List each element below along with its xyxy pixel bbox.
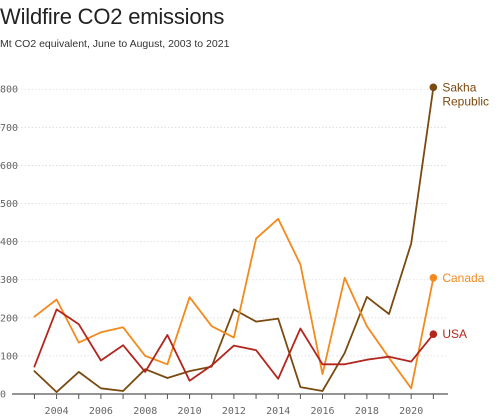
y-tick-label: 100 bbox=[0, 351, 18, 362]
x-tick-label: 2006 bbox=[89, 406, 113, 417]
x-tick-label: 2016 bbox=[310, 406, 334, 417]
series-label-sakha-republic: Sakha Republic bbox=[442, 80, 489, 108]
x-tick-label: 2014 bbox=[266, 406, 290, 417]
x-tick-label: 2018 bbox=[355, 406, 379, 417]
y-tick-label: 200 bbox=[0, 313, 18, 324]
chart-title: Wildfire CO2 emissions bbox=[0, 4, 225, 29]
y-tick-label: 400 bbox=[0, 237, 18, 248]
y-tick-label: 800 bbox=[0, 85, 18, 96]
x-tick-label: 2008 bbox=[133, 406, 157, 417]
y-tick-label: 600 bbox=[0, 161, 18, 172]
y-axis-ticks: 0 100 200 300 400 500 600 700 800 bbox=[0, 85, 18, 401]
series-label-line: USA bbox=[442, 327, 467, 341]
y-tick-label: 0 bbox=[0, 390, 6, 401]
chart-subtitle: Mt CO2 equivalent, June to August, 2003 … bbox=[0, 38, 230, 50]
y-tick-label: 300 bbox=[0, 275, 18, 286]
series-label-line: Sakha bbox=[442, 80, 476, 94]
series-line-sakha-republic bbox=[33, 86, 435, 394]
series-label-line: Republic bbox=[442, 94, 489, 108]
series-line-canada bbox=[33, 217, 435, 390]
series-labels: Sakha Republic Canada USA bbox=[442, 80, 489, 341]
x-tick-label: 2020 bbox=[399, 406, 423, 417]
series-label-usa: USA bbox=[442, 327, 467, 341]
series-end-dot-usa bbox=[429, 330, 438, 338]
series-label-line: Canada bbox=[442, 271, 484, 285]
x-tick-label: 2004 bbox=[45, 406, 69, 417]
grid-lines bbox=[0, 88, 448, 357]
series-line-usa bbox=[33, 308, 435, 382]
series-end-dot-sakha-republic bbox=[429, 83, 438, 92]
x-axis: 2004 2006 2008 2010 2012 2014 2016 2018 2020 bbox=[12, 393, 448, 417]
x-tick-label: 2012 bbox=[222, 406, 246, 417]
y-tick-label: 500 bbox=[0, 199, 18, 210]
series-end-dot-canada bbox=[429, 274, 438, 282]
series-label-canada: Canada bbox=[442, 271, 484, 285]
series-lines bbox=[33, 83, 438, 394]
y-tick-label: 700 bbox=[0, 123, 18, 134]
x-tick-label: 2010 bbox=[178, 406, 202, 417]
